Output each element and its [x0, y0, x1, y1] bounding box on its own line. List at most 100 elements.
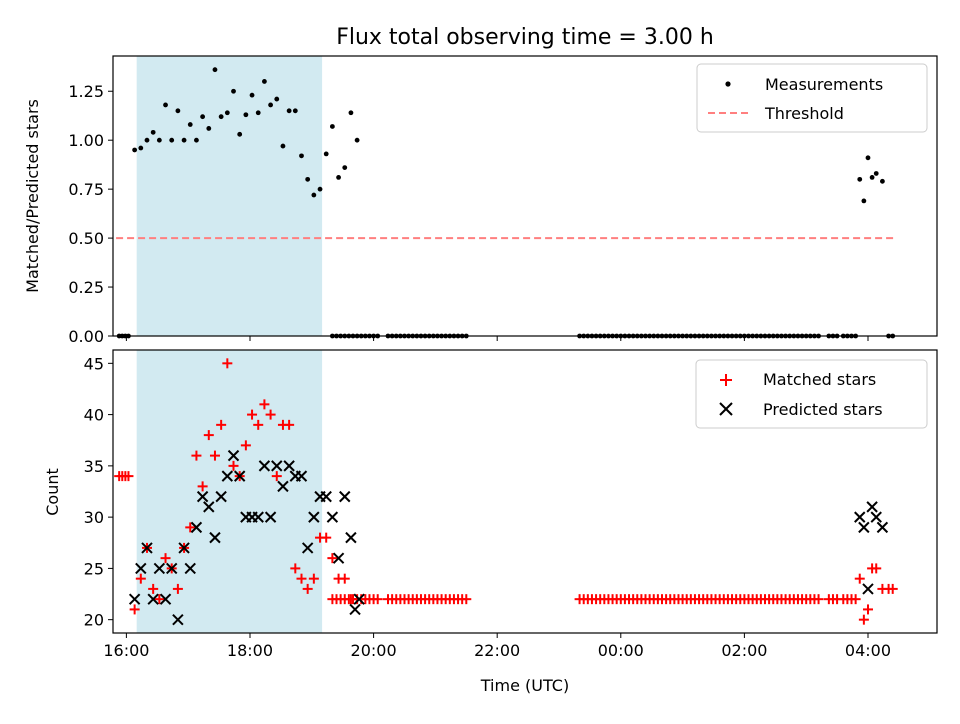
measurement-point [268, 102, 273, 108]
measurement-point [231, 88, 236, 94]
predicted-star-point [320, 490, 332, 503]
matched-star-point [197, 481, 208, 492]
y-tick-label: 40 [84, 406, 104, 425]
predicted-star-point [339, 490, 351, 503]
matched-star-point [160, 553, 171, 564]
measurement-point [218, 114, 224, 120]
bottom-legend: Matched stars Predicted stars [695, 359, 928, 429]
matched-star-point [135, 573, 146, 584]
predicted-star-point [147, 593, 159, 605]
measurement-point [305, 176, 311, 182]
legend-measurements-marker [725, 81, 731, 87]
bottom-shaded-span [136, 350, 323, 633]
x-tick-label: 00:00 [598, 641, 644, 660]
predicted-star-point [866, 501, 878, 513]
matched-star-point [240, 440, 251, 451]
measurement-point [873, 171, 879, 176]
predicted-star-point [870, 511, 882, 523]
y-tick-label: 0.75 [68, 180, 104, 199]
measurement-point [163, 102, 168, 108]
measurement-point [206, 126, 212, 131]
y-tick-label: 1.25 [68, 82, 104, 101]
predicted-star-point [128, 593, 141, 605]
bottom-plot-frame [112, 349, 938, 634]
top-legend: Measurements Threshold [696, 63, 928, 133]
predicted-star-point [172, 613, 184, 626]
predicted-star-point [184, 562, 196, 575]
predicted-star-point [159, 593, 172, 605]
predicted-star-point [178, 542, 190, 554]
predicted-star-point [215, 490, 227, 503]
legend-measurements-label: Measurements [765, 75, 883, 94]
y-tick-label: 25 [84, 559, 104, 578]
y-tick-label: 1.00 [68, 131, 104, 150]
measurement-point [348, 110, 354, 116]
measurement-point [156, 137, 162, 143]
measurement-point [292, 108, 298, 114]
y-tick-label: 0.00 [68, 327, 104, 346]
matched-star-point [308, 573, 319, 584]
matched-star-point [296, 573, 307, 584]
top-axes: Flux total observing time = 3.00 h 0.000… [23, 25, 938, 346]
predicted-star-point [345, 531, 357, 544]
bottom-count-points [114, 358, 898, 626]
bottom-x-axis-label: Time (UTC) [480, 676, 569, 695]
measurement-point [857, 176, 863, 182]
predicted-star-point [252, 511, 264, 523]
predicted-star-point [301, 542, 314, 554]
predicted-star-point [295, 470, 308, 482]
measurement-point [299, 153, 304, 159]
measurement-point [181, 137, 187, 143]
x-tick-label: 22:00 [474, 641, 520, 660]
measurement-point [286, 108, 292, 114]
matched-star-point [203, 430, 214, 441]
matched-star-point [284, 419, 295, 430]
predicted-star-point [349, 603, 361, 616]
measurement-point [342, 165, 348, 171]
matched-star-point [290, 563, 301, 574]
measurement-point [150, 129, 156, 135]
matched-star-point [271, 471, 282, 482]
measurement-point [336, 174, 341, 180]
x-tick-label: 04:00 [845, 641, 891, 660]
measurement-point [317, 186, 323, 192]
legend-matched-label: Matched stars [763, 370, 876, 389]
bottom-axes: 16:00 18:00 20:00 22:00 00:00 02:00 04:00 20 25 3… [43, 349, 938, 695]
measurement-point [175, 108, 181, 114]
matched-star-point [191, 450, 202, 461]
measurement-point [274, 96, 280, 102]
predicted-star-point [209, 531, 221, 544]
measurement-point [329, 124, 335, 129]
predicted-star-point [353, 593, 365, 605]
matched-star-point [259, 399, 270, 410]
predicted-star-point [196, 490, 209, 503]
matched-star-point [850, 594, 861, 605]
predicted-star-point [227, 449, 240, 462]
predicted-star-point [854, 511, 866, 523]
measurement-point [869, 174, 875, 180]
legend-predicted-label: Predicted stars [763, 400, 883, 419]
top-shaded-span [136, 56, 323, 336]
predicted-star-point [308, 511, 320, 523]
predicted-star-point [326, 511, 339, 523]
matched-star-point [148, 583, 159, 594]
matched-star-point [216, 419, 227, 430]
matched-star-point [185, 522, 196, 533]
predicted-star-point [135, 562, 147, 575]
measurement-point [132, 147, 138, 153]
measurement-point [354, 137, 360, 143]
legend-matched-marker [720, 374, 732, 386]
x-tick-label: 18:00 [227, 641, 273, 660]
bottom-axis-ticks: 16:00 18:00 20:00 22:00 00:00 02:00 04:00 20 25 3… [84, 354, 891, 660]
predicted-star-point [153, 562, 166, 575]
y-tick-label: 20 [84, 611, 104, 630]
matched-star-point [253, 419, 264, 430]
bottom-y-axis-label: Count [43, 468, 62, 516]
matched-star-point [321, 532, 332, 543]
matched-star-point [858, 614, 869, 625]
matched-star-point [339, 573, 350, 584]
top-legend-box [696, 63, 928, 133]
matched-star-point [813, 594, 824, 605]
predicted-star-point [264, 511, 277, 523]
